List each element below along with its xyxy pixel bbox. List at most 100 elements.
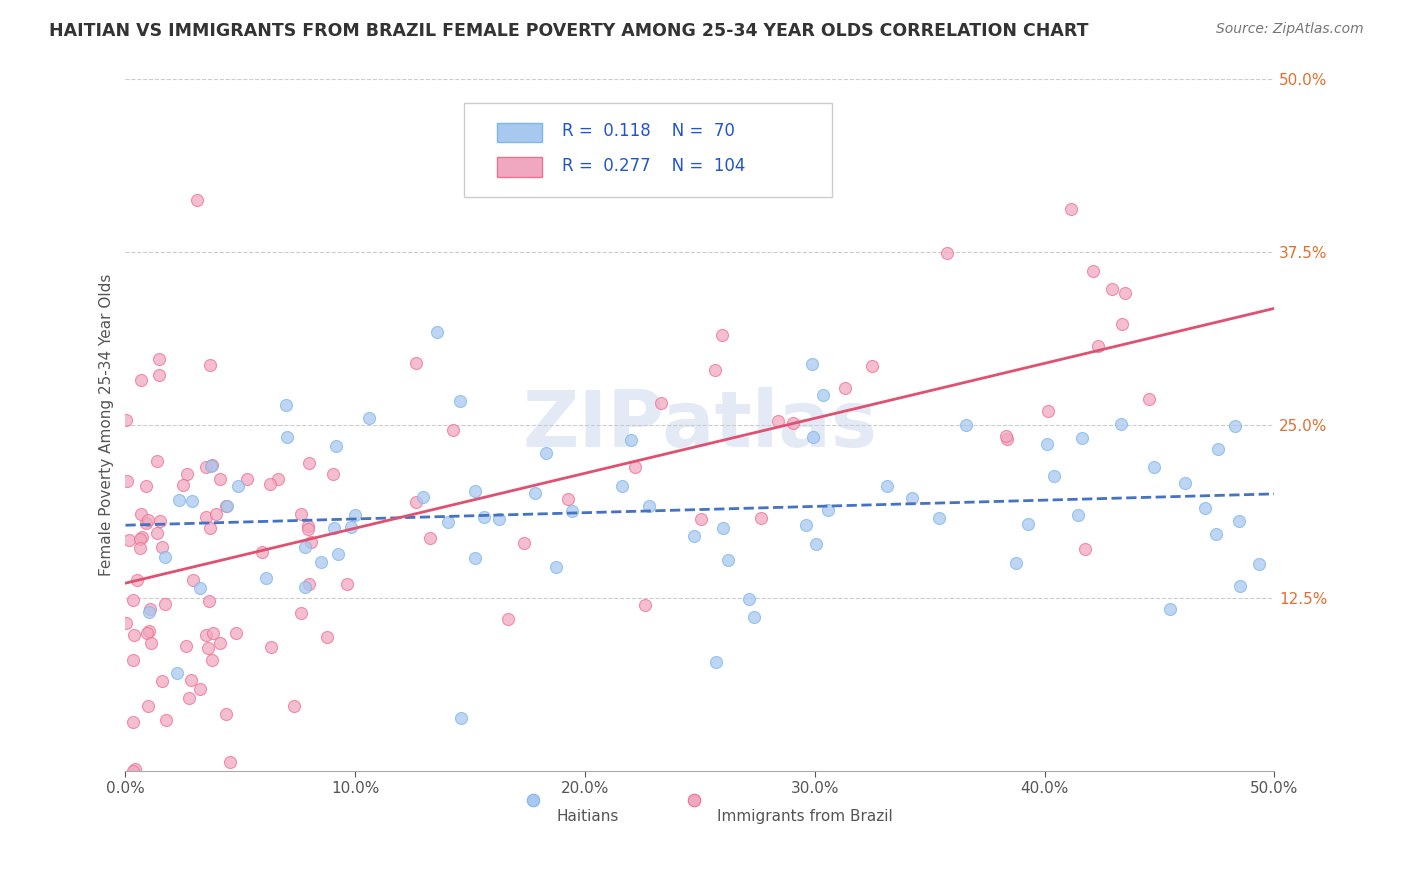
Point [122, 653, 145, 667]
Point [298, 456, 321, 470]
Point [148, 368, 170, 383]
Point [834, 381, 856, 395]
Point [817, 503, 839, 517]
Point [711, 327, 734, 342]
Point [131, 374, 153, 388]
Point [153, 597, 176, 611]
Point [205, 507, 228, 521]
Point [336, 577, 359, 591]
Point [738, 591, 761, 606]
Point [472, 510, 495, 524]
Point [167, 492, 190, 507]
Point [135, 479, 157, 493]
Point [928, 511, 950, 525]
Point [195, 627, 218, 641]
Point [274, 398, 297, 412]
Point [751, 511, 773, 525]
Point [557, 491, 579, 506]
Point [512, 535, 534, 549]
Point [634, 598, 657, 612]
Point [176, 467, 198, 481]
Point [717, 552, 740, 566]
Point [254, 571, 277, 585]
Point [200, 458, 222, 473]
Point [524, 486, 547, 500]
Point [190, 681, 212, 696]
Point [1060, 202, 1083, 217]
Text: Haitians: Haitians [557, 809, 619, 823]
Point [202, 626, 225, 640]
Point [138, 624, 160, 638]
Point [610, 479, 633, 493]
Point [322, 467, 344, 482]
Point [1005, 556, 1028, 570]
Point [128, 541, 150, 556]
Point [283, 699, 305, 714]
Point [419, 531, 441, 545]
Point [259, 640, 281, 654]
Point [195, 459, 218, 474]
Point [197, 640, 219, 655]
Point [290, 507, 312, 521]
Point [437, 515, 460, 529]
Point [412, 490, 434, 504]
Point [276, 430, 298, 444]
Point [690, 512, 713, 526]
Point [450, 711, 472, 725]
Point [150, 674, 173, 689]
Point [536, 446, 558, 460]
Point [129, 507, 152, 521]
Point [544, 560, 567, 574]
Point [290, 606, 312, 620]
Point [794, 517, 817, 532]
Point [208, 636, 231, 650]
Point [115, 616, 138, 631]
Point [226, 479, 249, 493]
Point [1083, 263, 1105, 277]
Point [250, 545, 273, 559]
Point [1101, 282, 1123, 296]
Point [135, 516, 157, 530]
Point [172, 477, 194, 491]
Point [236, 472, 259, 486]
Point [115, 474, 138, 488]
Point [1066, 508, 1088, 522]
Point [782, 417, 804, 431]
Point [294, 580, 316, 594]
Text: R =  0.277    N =  104: R = 0.277 N = 104 [562, 157, 745, 175]
Text: ZIPatlas: ZIPatlas [523, 387, 877, 463]
Point [496, 611, 519, 625]
Point [198, 520, 221, 534]
Point [118, 533, 141, 548]
Point [1087, 339, 1109, 353]
Point [215, 499, 238, 513]
Point [703, 363, 725, 377]
Point [1174, 476, 1197, 491]
Point [259, 476, 281, 491]
Point [166, 666, 188, 681]
Point [121, 593, 143, 607]
Point [218, 755, 240, 769]
Point [297, 522, 319, 536]
Point [198, 594, 221, 608]
Point [339, 520, 361, 534]
Point [266, 472, 288, 486]
FancyBboxPatch shape [464, 103, 832, 196]
Point [801, 358, 824, 372]
Point [343, 508, 366, 522]
Point [138, 605, 160, 619]
Point [149, 514, 172, 528]
Point [464, 551, 486, 566]
Point [1111, 317, 1133, 331]
Point [139, 602, 162, 616]
Point [181, 574, 204, 588]
Text: Source: ZipAtlas.com: Source: ZipAtlas.com [1216, 22, 1364, 37]
Point [316, 630, 339, 644]
Point [441, 423, 464, 437]
FancyBboxPatch shape [496, 157, 541, 177]
Point [742, 610, 765, 624]
Point [1223, 418, 1246, 433]
Point [1194, 501, 1216, 516]
Point [214, 706, 236, 721]
Point [955, 417, 977, 432]
